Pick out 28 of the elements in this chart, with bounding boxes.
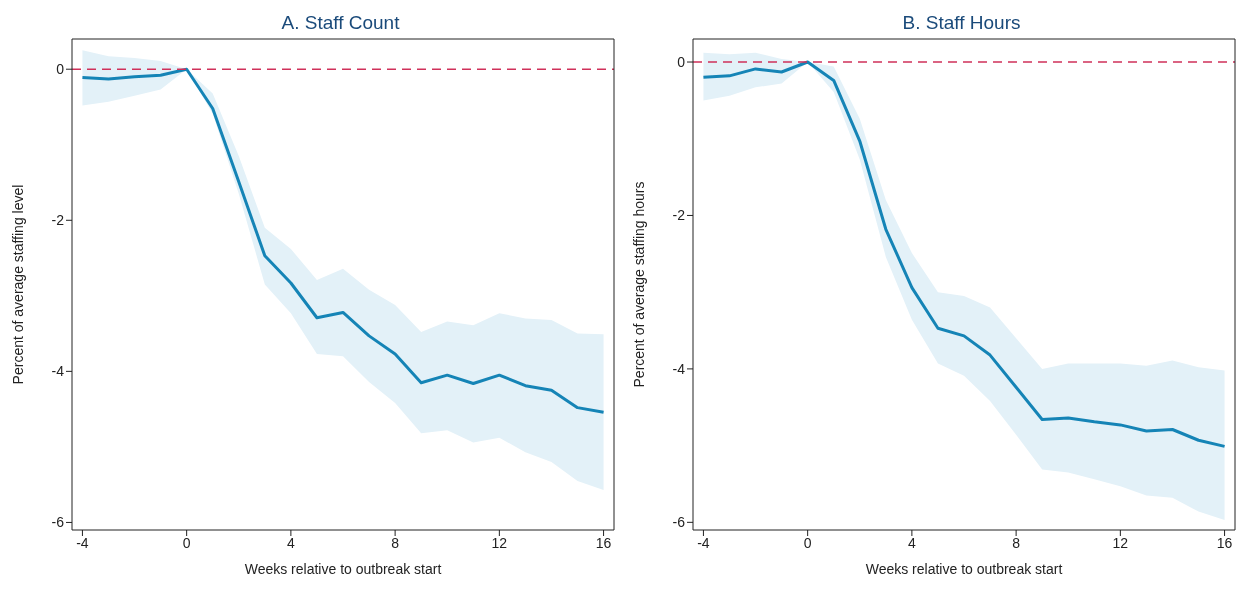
y-axis-title: Percent of average staffing hours	[630, 181, 647, 388]
x-tick-label: -4	[697, 534, 710, 551]
x-tick-label: 8	[391, 534, 400, 551]
x-tick-label: 16	[1216, 534, 1233, 551]
y-tick-label: 0	[677, 53, 686, 70]
y-tick-label: -4	[672, 360, 686, 377]
y-tick-label: -6	[672, 514, 686, 531]
y-tick-label: -4	[51, 363, 65, 380]
y-tick-label: -6	[51, 514, 65, 531]
x-tick-label: 0	[182, 534, 191, 551]
x-tick-label: 4	[907, 534, 916, 551]
y-tick-label: 0	[56, 61, 65, 78]
y-tick-label: -2	[51, 212, 65, 229]
x-tick-label: 0	[803, 534, 812, 551]
line-series	[80, 67, 606, 414]
x-tick-label: 8	[1012, 534, 1021, 551]
y-axis-title: Percent of average staffing level	[9, 184, 26, 385]
x-axis-title: Weeks relative to outbreak start	[244, 561, 442, 577]
chart-title: A. Staff Count	[280, 12, 401, 34]
line-series	[701, 60, 1227, 448]
y-tick-label: -2	[672, 207, 686, 224]
x-tick-label: 16	[595, 534, 612, 551]
x-axis-title: Weeks relative to outbreak start	[865, 561, 1063, 577]
x-tick-label: 4	[286, 534, 295, 551]
x-tick-label: 12	[491, 534, 508, 551]
x-tick-label: -4	[76, 534, 89, 551]
x-tick-label: 12	[1112, 534, 1129, 551]
chart-title: B. Staff Hours	[901, 12, 1022, 34]
